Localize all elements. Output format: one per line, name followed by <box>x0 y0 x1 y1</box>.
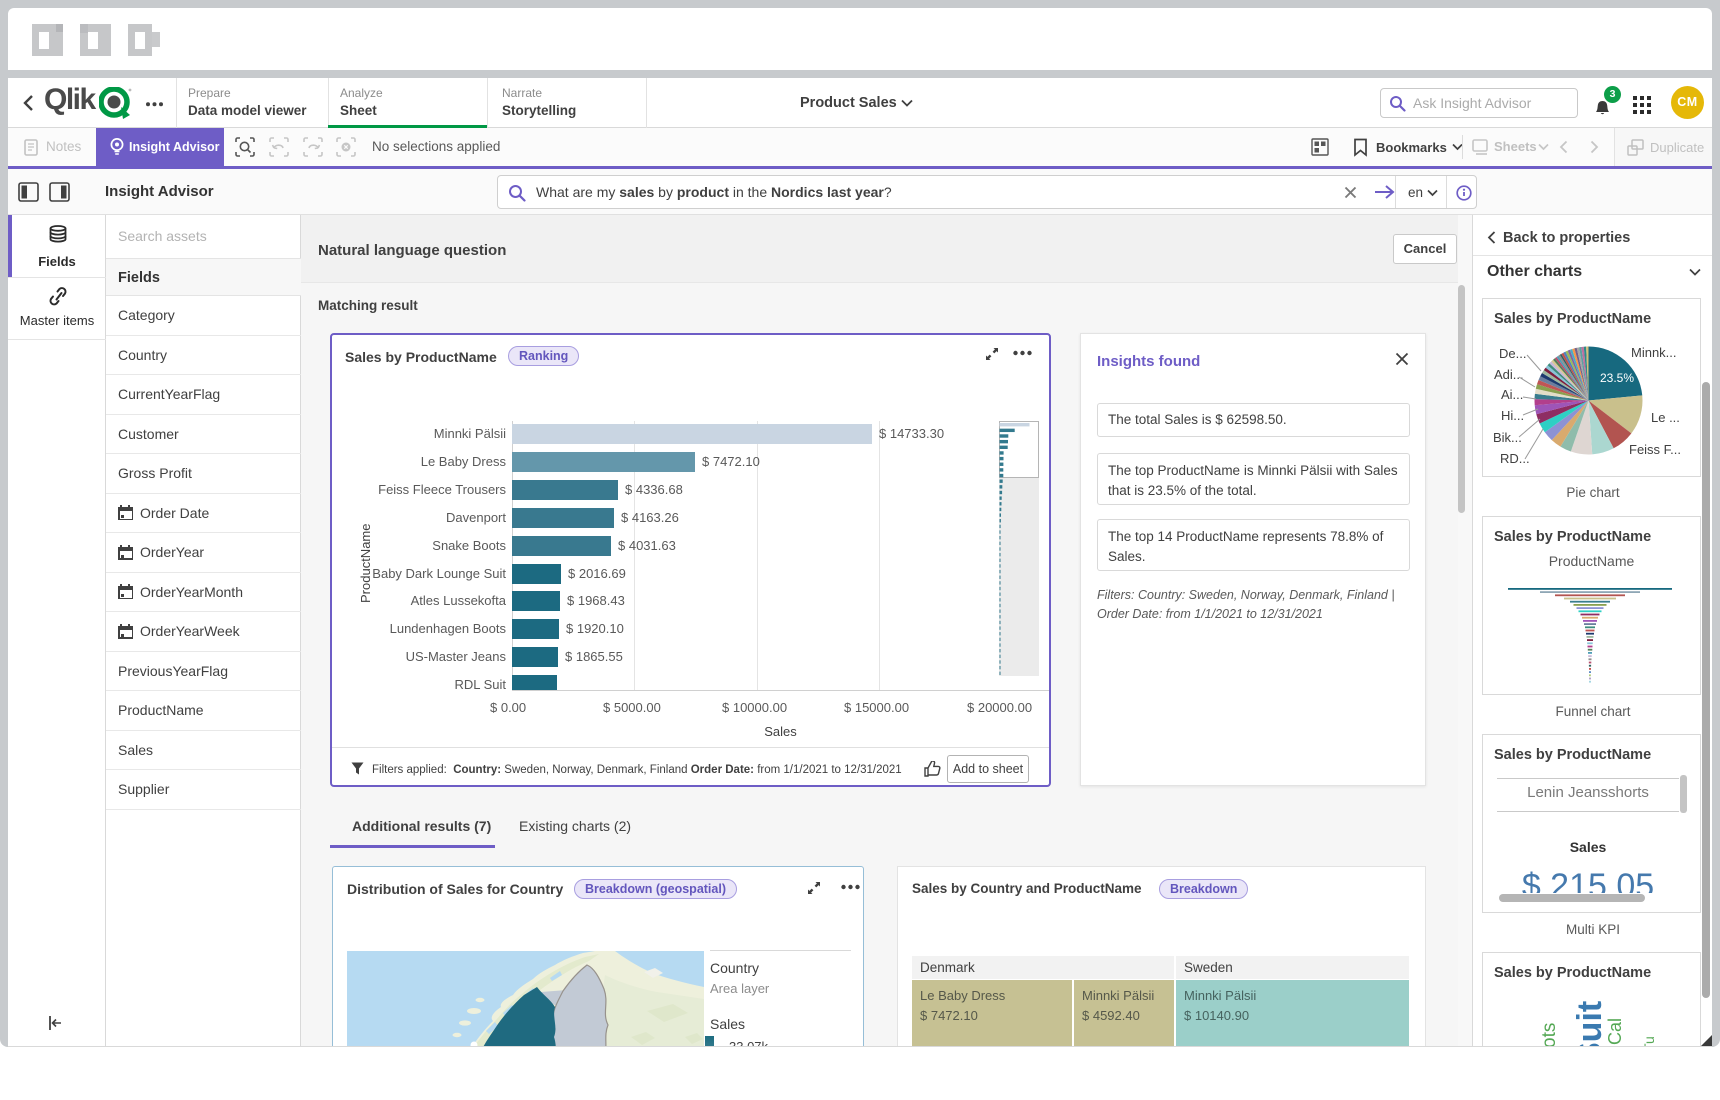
svg-text:Feiss F...: Feiss F... <box>1629 442 1681 457</box>
svg-text:Ai...: Ai... <box>1501 387 1523 402</box>
svg-text:23.5%: 23.5% <box>1600 371 1634 385</box>
svg-text:RD...: RD... <box>1500 451 1530 466</box>
svg-text:Hi...: Hi... <box>1501 408 1524 423</box>
svg-text:De...: De... <box>1499 346 1526 361</box>
svg-text:Adi...: Adi... <box>1494 367 1524 382</box>
svg-text:Le ...: Le ... <box>1651 410 1680 425</box>
svg-text:Bik...: Bik... <box>1493 430 1522 445</box>
svg-text:Minnk...: Minnk... <box>1631 345 1677 360</box>
